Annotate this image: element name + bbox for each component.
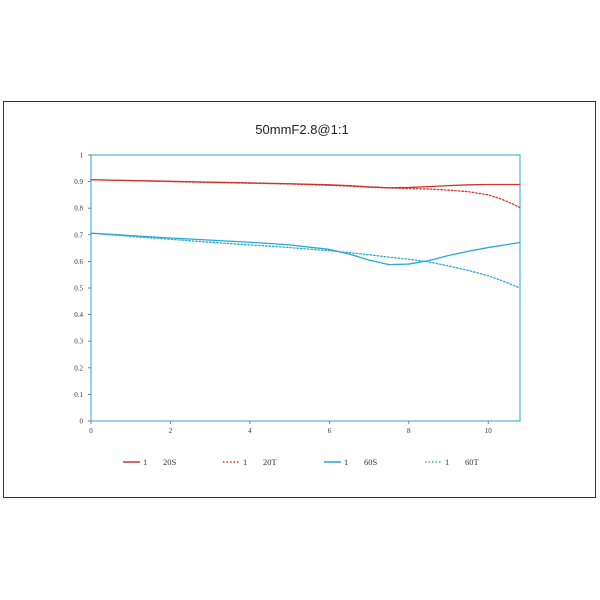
y-tick-label: 1 bbox=[80, 152, 84, 160]
plot-area-border bbox=[90, 154, 521, 422]
legend-label-20s: 20S bbox=[163, 457, 177, 467]
x-tick-label: 0 bbox=[89, 427, 93, 435]
y-tick-label: 0.9 bbox=[74, 178, 83, 186]
legend-label-60s: 60S bbox=[364, 457, 378, 467]
x-tick-label: 10 bbox=[485, 427, 493, 435]
series-line-20t bbox=[90, 179, 521, 209]
legend-number: 1 bbox=[143, 457, 147, 467]
y-tick-label: 0.6 bbox=[74, 258, 83, 266]
axes-layer: 00.10.20.30.40.50.60.70.80.910 2 4 6 8 10 bbox=[74, 152, 492, 436]
legend-label-60t: 60T bbox=[465, 457, 480, 467]
legend: 1 20S 1 20T 1 60S 1 60T bbox=[123, 457, 480, 467]
y-tick-label: 0 bbox=[80, 418, 84, 426]
legend-number: 1 bbox=[344, 457, 348, 467]
y-tick-label: 0.2 bbox=[74, 364, 83, 372]
x-tick-label: 2 bbox=[169, 427, 173, 435]
legend-label-20t: 20T bbox=[263, 457, 278, 467]
y-tick-label: 0.5 bbox=[74, 285, 83, 293]
chart-svg: 50mmF2.8@1:1 0 0.1 0.2 0.3 0.4 0.5 0.6 0.7 0.8 0.… bbox=[74, 122, 521, 467]
chart-title: 50mmF2.8@1:1 bbox=[255, 122, 348, 137]
legend-number: 1 bbox=[243, 457, 247, 467]
y-tick-label: 0.4 bbox=[74, 311, 83, 319]
legend-number: 1 bbox=[445, 457, 449, 467]
y-tick-label: 0.1 bbox=[74, 391, 83, 399]
y-tick-label: 0.7 bbox=[74, 231, 83, 239]
series-line-60t bbox=[90, 232, 521, 289]
x-tick-label: 8 bbox=[407, 427, 411, 435]
y-tick-label: 0.3 bbox=[74, 338, 83, 346]
series-line-60s bbox=[90, 232, 521, 266]
series-layer bbox=[90, 179, 521, 289]
y-tick-label: 0.8 bbox=[74, 205, 83, 213]
chart-frame: 50mmF2.8@1:1 0 0.1 0.2 0.3 0.4 0.5 0.6 0.7 0.8 0.… bbox=[3, 101, 596, 498]
x-tick-label: 6 bbox=[328, 427, 332, 435]
x-tick-label: 4 bbox=[248, 427, 252, 435]
